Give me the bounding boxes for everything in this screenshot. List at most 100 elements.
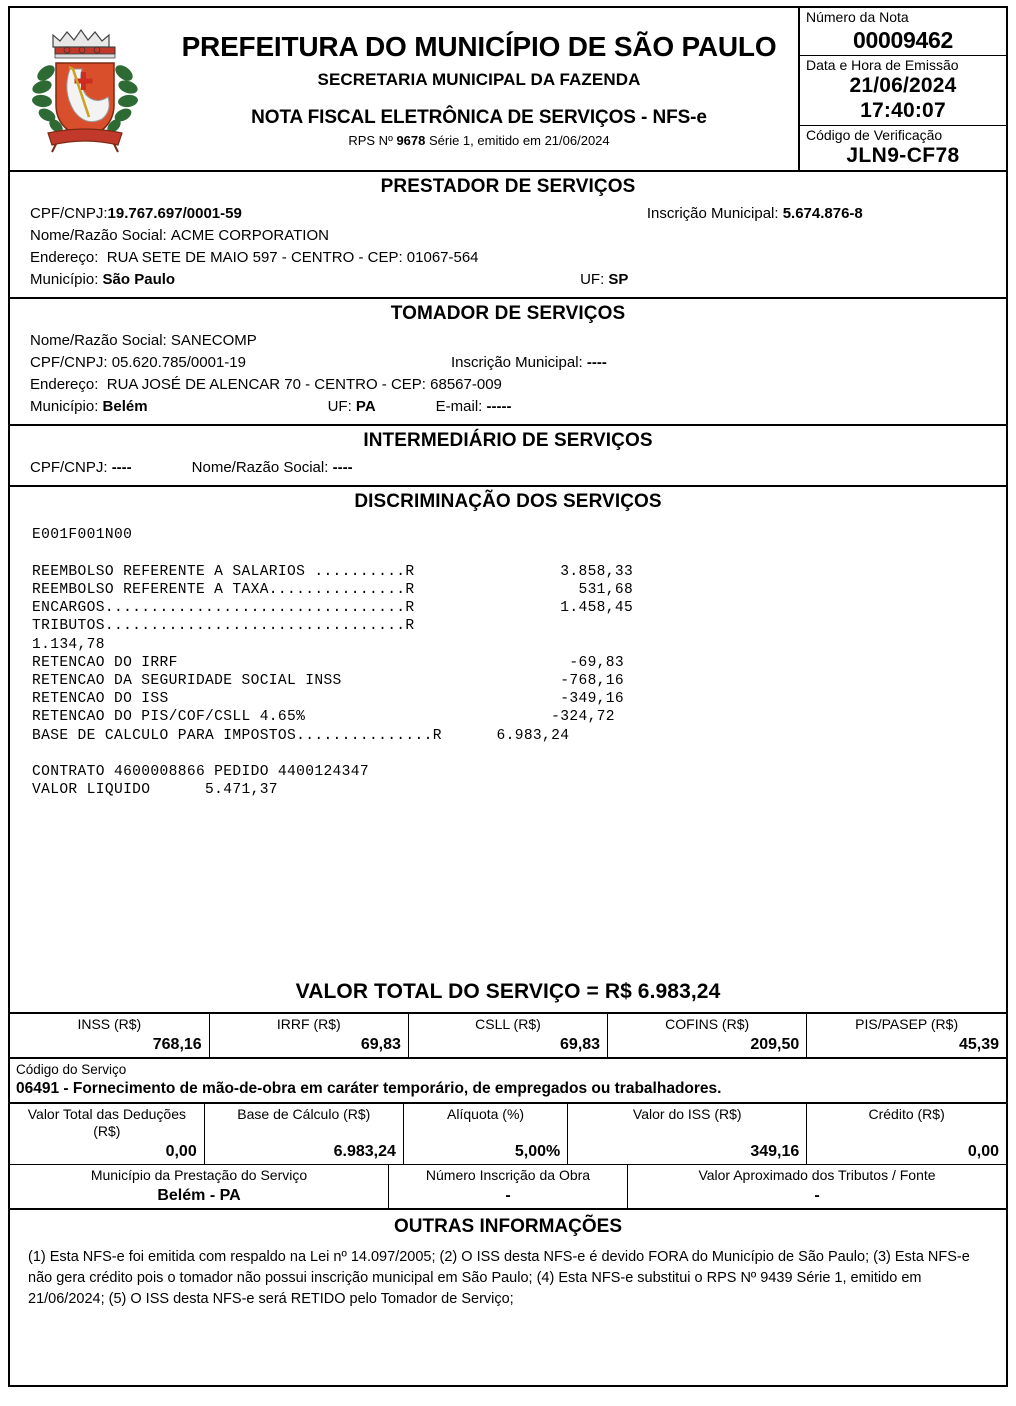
deducoes-value-row: 0,00 6.983,24 5,00% 349,16 0,00: [10, 1140, 1006, 1165]
tax-col-csll: CSLL (R$): [408, 1014, 609, 1035]
prestador-cpf-value: 19.767.697/0001-59: [107, 205, 242, 223]
prestador-cpf-label: CPF/CNPJ:: [30, 205, 108, 223]
deducoes-band: Valor Total das Deduções (R$) Base de Cá…: [10, 1104, 1006, 1166]
prestador-uf-value: SP: [608, 271, 629, 289]
tax-value-row: 768,16 69,83 69,83 209,50 45,39: [10, 1034, 1006, 1058]
prestador-im-label: Inscrição Municipal:: [646, 205, 779, 223]
row-spacer: [246, 355, 451, 370]
nfse-document: PREFEITURA DO MUNICÍPIO DE SÃO PAULO SEC…: [8, 6, 1008, 1388]
prestador-endereco-value: RUA SETE DE MAIO 597 - CENTRO - CEP: 010…: [106, 249, 479, 267]
outras-informacoes-text: (1) Esta NFS-e foi emitida com respaldo …: [28, 1249, 970, 1308]
intermediario-cpf-label: CPF/CNPJ:: [30, 459, 108, 477]
ded-value-iss: 349,16: [750, 1142, 800, 1160]
tomador-nome-label: Nome/Razão Social:: [30, 332, 167, 350]
document-header: PREFEITURA DO MUNICÍPIO DE SÃO PAULO SEC…: [10, 8, 1006, 173]
intermediario-nome-value: ----: [332, 459, 353, 477]
prestador-uf-label: UF:: [580, 271, 605, 289]
rps-number: 9678: [396, 132, 426, 148]
muni-value-tributos: -: [814, 1186, 820, 1204]
tax-col-irrf: IRRF (R$): [209, 1014, 409, 1035]
ded-header-aliquota: Alíquota (%): [447, 1106, 525, 1123]
municipio-header-row: Município da Prestação do Serviço Número…: [10, 1165, 1006, 1185]
tomador-rows: Nome/Razão Social: SANECOMP CPF/CNPJ: 05…: [10, 330, 1006, 424]
prestador-endereco-row: Endereço: RUA SETE DE MAIO 597 - CENTRO …: [10, 247, 1006, 269]
tax-cell-irrf: 69,83: [209, 1034, 409, 1058]
intermediario-nome-label: Nome/Razão Social:: [191, 459, 329, 477]
tax-header-pispasep: PIS/PASEP (R$): [855, 1016, 959, 1033]
tax-value-pispasep: 45,39: [958, 1036, 999, 1054]
row-spacer: [376, 399, 436, 414]
tax-header-irrf: IRRF (R$): [276, 1016, 341, 1033]
muni-cell-obra: -: [388, 1184, 629, 1209]
tomador-cpf-row: CPF/CNPJ: 05.620.785/0001-19 Inscrição M…: [10, 352, 1006, 374]
ded-header-base: Base de Cálculo (R$): [237, 1106, 371, 1123]
tomador-section: TOMADOR DE SERVIÇOS Nome/Razão Social: S…: [10, 299, 1006, 427]
outras-informacoes-section: OUTRAS INFORMAÇÕES (1) Esta NFS-e foi em…: [10, 1210, 1006, 1385]
muni-value-obra: -: [505, 1186, 511, 1204]
ded-col-credito: Crédito (R$): [807, 1104, 1006, 1141]
tax-cell-cofins: 209,50: [607, 1034, 808, 1058]
tomador-im-label: Inscrição Municipal:: [450, 354, 583, 372]
tax-header-inss: INSS (R$): [77, 1016, 142, 1033]
ded-cell-credito: 0,00: [807, 1141, 1006, 1164]
tax-col-pispasep: PIS/PASEP (R$): [807, 1014, 1006, 1034]
tax-columns-band: INSS (R$) IRRF (R$) CSLL (R$) COFINS (R$…: [10, 1014, 1006, 1060]
rps-line: RPS Nº 9678 Série 1, emitido em 21/06/20…: [162, 133, 796, 148]
ded-value-deducoes: 0,00: [165, 1142, 197, 1160]
tomador-title: TOMADOR DE SERVIÇOS: [390, 303, 626, 325]
discriminacao-text: E001F001N00 REEMBOLSO REFERENTE A SALARI…: [32, 527, 634, 799]
prefeitura-title: PREFEITURA DO MUNICÍPIO DE SÃO PAULO: [181, 30, 777, 62]
tax-value-csll: 69,83: [560, 1036, 601, 1054]
valor-total-servico: VALOR TOTAL DO SERVIÇO = R$ 6.983,24: [10, 973, 1006, 1015]
ded-cell-deducoes: 0,00: [10, 1140, 205, 1165]
row-spacer: [242, 206, 647, 221]
deducoes-header-row: Valor Total das Deduções (R$) Base de Cá…: [10, 1104, 1006, 1141]
muni-header-municipio: Município da Prestação do Serviço: [90, 1167, 308, 1184]
ded-value-aliquota: 5,00%: [514, 1142, 561, 1160]
prestador-nome-label: Nome/Razão Social:: [30, 227, 167, 245]
muni-col-municipio: Município da Prestação do Serviço: [10, 1165, 389, 1185]
ded-cell-iss: 349,16: [567, 1140, 808, 1165]
numero-nota-block: Número da Nota 00009462: [800, 8, 1006, 55]
tomador-im-value: ----: [586, 354, 607, 372]
intermediario-rows: CPF/CNPJ: ---- Nome/Razão Social: ----: [10, 457, 1006, 485]
nfse-title: NOTA FISCAL ELETRÔNICA DE SERVIÇOS - NFS…: [251, 106, 707, 128]
tax-value-cofins: 209,50: [750, 1036, 800, 1054]
tax-table: INSS (R$) IRRF (R$) CSLL (R$) COFINS (R$…: [10, 1014, 1006, 1058]
prestador-endereco-label: Endereço:: [30, 249, 99, 267]
outras-informacoes-title: OUTRAS INFORMAÇÕES: [394, 1216, 622, 1238]
tax-cell-csll: 69,83: [408, 1034, 609, 1058]
tomador-uf-value: PA: [355, 398, 376, 416]
ded-header-iss: Valor do ISS (R$): [632, 1106, 742, 1123]
muni-cell-municipio: Belém - PA: [10, 1184, 389, 1209]
tomador-cpf-value: 05.620.785/0001-19: [111, 354, 246, 372]
muni-col-obra: Número Inscrição da Obra: [388, 1165, 629, 1185]
tax-value-inss: 768,16: [152, 1036, 202, 1054]
intermediario-row: CPF/CNPJ: ---- Nome/Razão Social: ----: [10, 457, 1006, 479]
prestador-nome-value: ACME CORPORATION: [170, 227, 329, 245]
muni-header-obra: Número Inscrição da Obra: [425, 1167, 591, 1184]
row-spacer: [148, 399, 328, 414]
ded-header-credito: Crédito (R$): [868, 1106, 945, 1123]
intermediario-title: INTERMEDIÁRIO DE SERVIÇOS: [363, 430, 653, 452]
codigo-servico-band: Código do Serviço 06491 - Fornecimento d…: [10, 1059, 1006, 1105]
tomador-nome-row: Nome/Razão Social: SANECOMP: [10, 330, 1006, 352]
tomador-email-value: -----: [486, 398, 512, 416]
ded-col-aliquota: Alíquota (%): [403, 1104, 569, 1141]
tax-header-row: INSS (R$) IRRF (R$) CSLL (R$) COFINS (R$…: [10, 1014, 1006, 1035]
data-emissao-block: Data e Hora de Emissão 21/06/2024 17:40:…: [800, 54, 1006, 125]
tomador-municipio-value: Belém: [102, 398, 148, 416]
ded-col-deducoes: Valor Total das Deduções (R$): [10, 1104, 205, 1141]
codigo-servico-label: Código do Serviço: [16, 1062, 127, 1078]
rps-prefix: RPS Nº: [348, 132, 397, 148]
prestador-municipio-value: São Paulo: [102, 271, 176, 289]
tomador-endereco-value: RUA JOSÉ DE ALENCAR 70 - CENTRO - CEP: 6…: [106, 376, 502, 394]
intermediario-section: INTERMEDIÁRIO DE SERVIÇOS CPF/CNPJ: ----…: [10, 426, 1006, 488]
numero-nota-label: Número da Nota: [806, 9, 909, 25]
prestador-municipio-row: Município: São Paulo UF: SP: [10, 269, 1006, 291]
codigo-verificacao-value: JLN9-CF78: [846, 144, 960, 168]
prestador-section: PRESTADOR DE SERVIÇOS CPF/CNPJ: 19.767.69…: [10, 172, 1006, 300]
tomador-endereco-row: Endereço: RUA JOSÉ DE ALENCAR 70 - CENTR…: [10, 374, 1006, 396]
prestador-im-value: 5.674.876-8: [782, 205, 863, 223]
muni-value-municipio: Belém - PA: [157, 1186, 241, 1204]
